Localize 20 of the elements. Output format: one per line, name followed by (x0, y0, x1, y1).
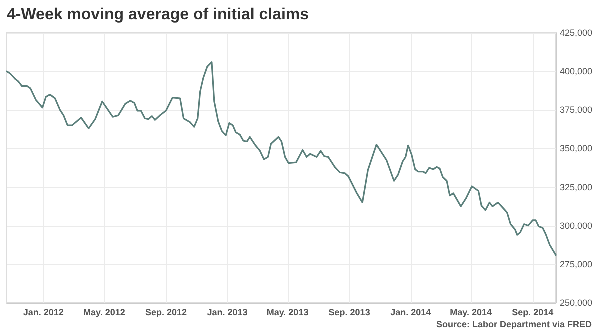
y-tick-label: 375,000 (560, 105, 593, 116)
line-series (6, 62, 557, 256)
y-tick-label: 425,000 (560, 28, 593, 38)
chart-title: 4-Week moving average of initial claims (7, 6, 310, 24)
x-tick-label: Jan. 2012 (23, 308, 64, 318)
y-tick-label: 325,000 (560, 182, 593, 192)
y-tick-label: 350,000 (560, 144, 593, 154)
x-tick-label: Sep. 2013 (328, 308, 370, 318)
y-tick-label: 300,000 (560, 220, 593, 231)
x-tick-label: May. 2014 (450, 308, 492, 318)
y-tick-label: 275,000 (560, 259, 593, 270)
source-note: Source: Labor Department via FRED (436, 320, 592, 330)
x-tick-label: Sep. 2012 (145, 308, 187, 318)
x-tick-label: May. 2013 (266, 308, 309, 318)
x-tick-label: Jan. 2014 (390, 308, 432, 318)
x-tick-label: Sep. 2014 (512, 308, 554, 318)
y-tick-label: 400,000 (560, 66, 593, 77)
x-tick-label: Jan. 2013 (207, 308, 248, 318)
y-tick-label: 250,000 (560, 298, 593, 308)
x-tick-label: May. 2012 (84, 308, 126, 318)
